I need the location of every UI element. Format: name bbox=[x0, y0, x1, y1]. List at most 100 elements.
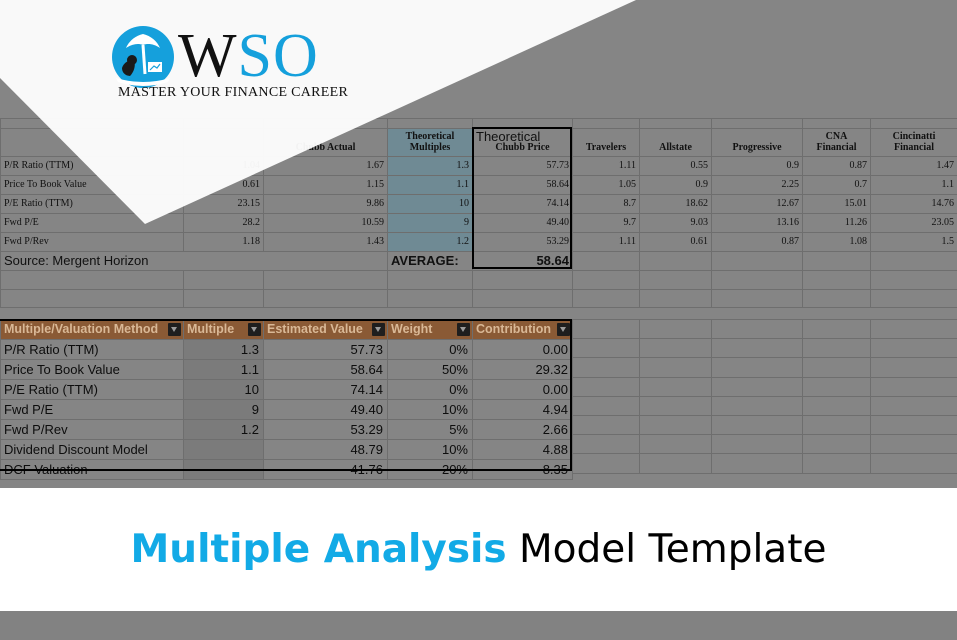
cell-cincinnati[interactable]: 1.1 bbox=[870, 175, 957, 195]
cell-chubb-price[interactable]: 74.14 bbox=[472, 194, 573, 214]
header-estimated-value[interactable]: Estimated Value bbox=[263, 319, 388, 340]
method-cell[interactable]: DCF Valuation bbox=[0, 459, 184, 480]
empty-cell[interactable] bbox=[472, 270, 573, 290]
empty-cell[interactable] bbox=[639, 395, 712, 416]
empty-cell[interactable] bbox=[572, 288, 640, 309]
empty-cell[interactable] bbox=[183, 288, 264, 309]
empty-cell[interactable] bbox=[263, 288, 388, 309]
empty-cell[interactable] bbox=[802, 118, 871, 129]
empty-cell[interactable] bbox=[802, 270, 871, 290]
contribution-cell[interactable]: 4.88 bbox=[472, 439, 573, 460]
empty-cell[interactable] bbox=[802, 434, 871, 455]
cell-theoretical[interactable]: 1.2 bbox=[387, 232, 473, 252]
method-cell[interactable]: Dividend Discount Model bbox=[0, 439, 184, 460]
estimated-value-cell[interactable]: 49.40 bbox=[263, 399, 388, 420]
cell-travelers[interactable]: 1.05 bbox=[572, 175, 640, 195]
empty-cell[interactable] bbox=[472, 288, 573, 309]
cell-chubb-price[interactable]: 58.64 bbox=[472, 175, 573, 195]
empty-cell[interactable] bbox=[572, 118, 640, 129]
empty-cell[interactable] bbox=[802, 453, 871, 474]
method-cell[interactable]: P/E Ratio (TTM) bbox=[0, 379, 184, 400]
estimated-value-cell[interactable]: 53.29 bbox=[263, 419, 388, 440]
contribution-cell[interactable]: 4.94 bbox=[472, 399, 573, 420]
empty-cell[interactable] bbox=[183, 270, 264, 290]
estimated-value-cell[interactable]: 57.73 bbox=[263, 339, 388, 360]
header-multiple[interactable]: Multiple bbox=[183, 319, 264, 340]
cell-allstate[interactable]: 9.03 bbox=[639, 213, 712, 233]
filter-dropdown-icon[interactable] bbox=[557, 323, 570, 336]
cell-allstate[interactable]: 0.61 bbox=[639, 232, 712, 252]
empty-cell[interactable] bbox=[711, 376, 803, 397]
empty-cell[interactable] bbox=[870, 338, 957, 359]
empty-cell[interactable] bbox=[802, 251, 871, 271]
empty-cell[interactable] bbox=[870, 270, 957, 290]
empty-cell[interactable] bbox=[711, 288, 803, 309]
empty-cell[interactable] bbox=[183, 118, 264, 129]
weight-cell[interactable]: 0% bbox=[387, 379, 473, 400]
empty-cell[interactable] bbox=[639, 318, 712, 340]
estimated-value-cell[interactable]: 41.76 bbox=[263, 459, 388, 480]
cell-progressive[interactable]: 13.16 bbox=[711, 213, 803, 233]
empty-cell[interactable] bbox=[572, 434, 640, 455]
weight-cell[interactable]: 0% bbox=[387, 339, 473, 360]
empty-cell[interactable] bbox=[802, 338, 871, 359]
empty-cell[interactable] bbox=[711, 270, 803, 290]
cell-chubb-actual[interactable]: 1.67 bbox=[263, 156, 388, 176]
empty-cell[interactable] bbox=[639, 251, 712, 271]
header-blank[interactable] bbox=[0, 128, 184, 157]
cell-cna[interactable]: 15.01 bbox=[802, 194, 871, 214]
method-cell[interactable]: Price To Book Value bbox=[0, 359, 184, 380]
row-label[interactable]: Fwd P/E bbox=[0, 213, 184, 233]
multiple-cell[interactable]: 1.1 bbox=[183, 359, 264, 380]
cell-allstate[interactable]: 0.55 bbox=[639, 156, 712, 176]
estimated-value-cell[interactable]: 58.64 bbox=[263, 359, 388, 380]
cell-theoretical[interactable]: 9 bbox=[387, 213, 473, 233]
empty-cell[interactable] bbox=[0, 270, 184, 290]
cell-value[interactable]: 1.04 bbox=[183, 156, 264, 176]
empty-cell[interactable] bbox=[387, 118, 473, 129]
header-allstate[interactable]: Allstate bbox=[639, 128, 712, 157]
estimated-value-cell[interactable]: 48.79 bbox=[263, 439, 388, 460]
row-label[interactable]: Price To Book Value bbox=[0, 175, 184, 195]
header-weight[interactable]: Weight bbox=[387, 319, 473, 340]
cell-chubb-price[interactable]: 53.29 bbox=[472, 232, 573, 252]
empty-cell[interactable] bbox=[711, 318, 803, 340]
cell-chubb-actual[interactable]: 1.15 bbox=[263, 175, 388, 195]
empty-cell[interactable] bbox=[802, 376, 871, 397]
cell-chubb-actual[interactable]: 10.59 bbox=[263, 213, 388, 233]
cell-theoretical[interactable]: 10 bbox=[387, 194, 473, 214]
cell-progressive[interactable]: 0.9 bbox=[711, 156, 803, 176]
contribution-cell[interactable]: 2.66 bbox=[472, 419, 573, 440]
header-contribution[interactable]: Contribution bbox=[472, 319, 573, 340]
cell-value[interactable]: 1.18 bbox=[183, 232, 264, 252]
source-note[interactable]: Source: Mergent Horizon bbox=[0, 251, 388, 271]
contribution-cell[interactable]: 0.00 bbox=[472, 379, 573, 400]
multiple-cell[interactable]: 1.2 bbox=[183, 419, 264, 440]
theoretical-caption-cell[interactable] bbox=[472, 118, 573, 129]
header-blank[interactable] bbox=[183, 128, 264, 157]
multiple-cell[interactable] bbox=[183, 439, 264, 460]
cell-progressive[interactable]: 12.67 bbox=[711, 194, 803, 214]
empty-cell[interactable] bbox=[802, 318, 871, 340]
cell-cincinnati[interactable]: 23.05 bbox=[870, 213, 957, 233]
empty-cell[interactable] bbox=[802, 414, 871, 436]
empty-cell[interactable] bbox=[639, 414, 712, 436]
cell-allstate[interactable]: 18.62 bbox=[639, 194, 712, 214]
weight-cell[interactable]: 10% bbox=[387, 399, 473, 420]
multiple-cell[interactable]: 9 bbox=[183, 399, 264, 420]
cell-cincinnati[interactable]: 14.76 bbox=[870, 194, 957, 214]
weight-cell[interactable]: 50% bbox=[387, 359, 473, 380]
empty-cell[interactable] bbox=[639, 376, 712, 397]
multiple-cell[interactable]: 1.3 bbox=[183, 339, 264, 360]
empty-cell[interactable] bbox=[802, 395, 871, 416]
filter-dropdown-icon[interactable] bbox=[248, 323, 261, 336]
empty-cell[interactable] bbox=[572, 414, 640, 436]
weight-cell[interactable]: 5% bbox=[387, 419, 473, 440]
cell-cna[interactable]: 1.08 bbox=[802, 232, 871, 252]
empty-cell[interactable] bbox=[870, 357, 957, 378]
filter-dropdown-icon[interactable] bbox=[372, 323, 385, 336]
filter-dropdown-icon[interactable] bbox=[168, 323, 181, 336]
empty-cell[interactable] bbox=[0, 118, 184, 129]
header-theoretical-multiples[interactable]: Theoretical Multiples bbox=[387, 128, 473, 157]
empty-cell[interactable] bbox=[711, 357, 803, 378]
